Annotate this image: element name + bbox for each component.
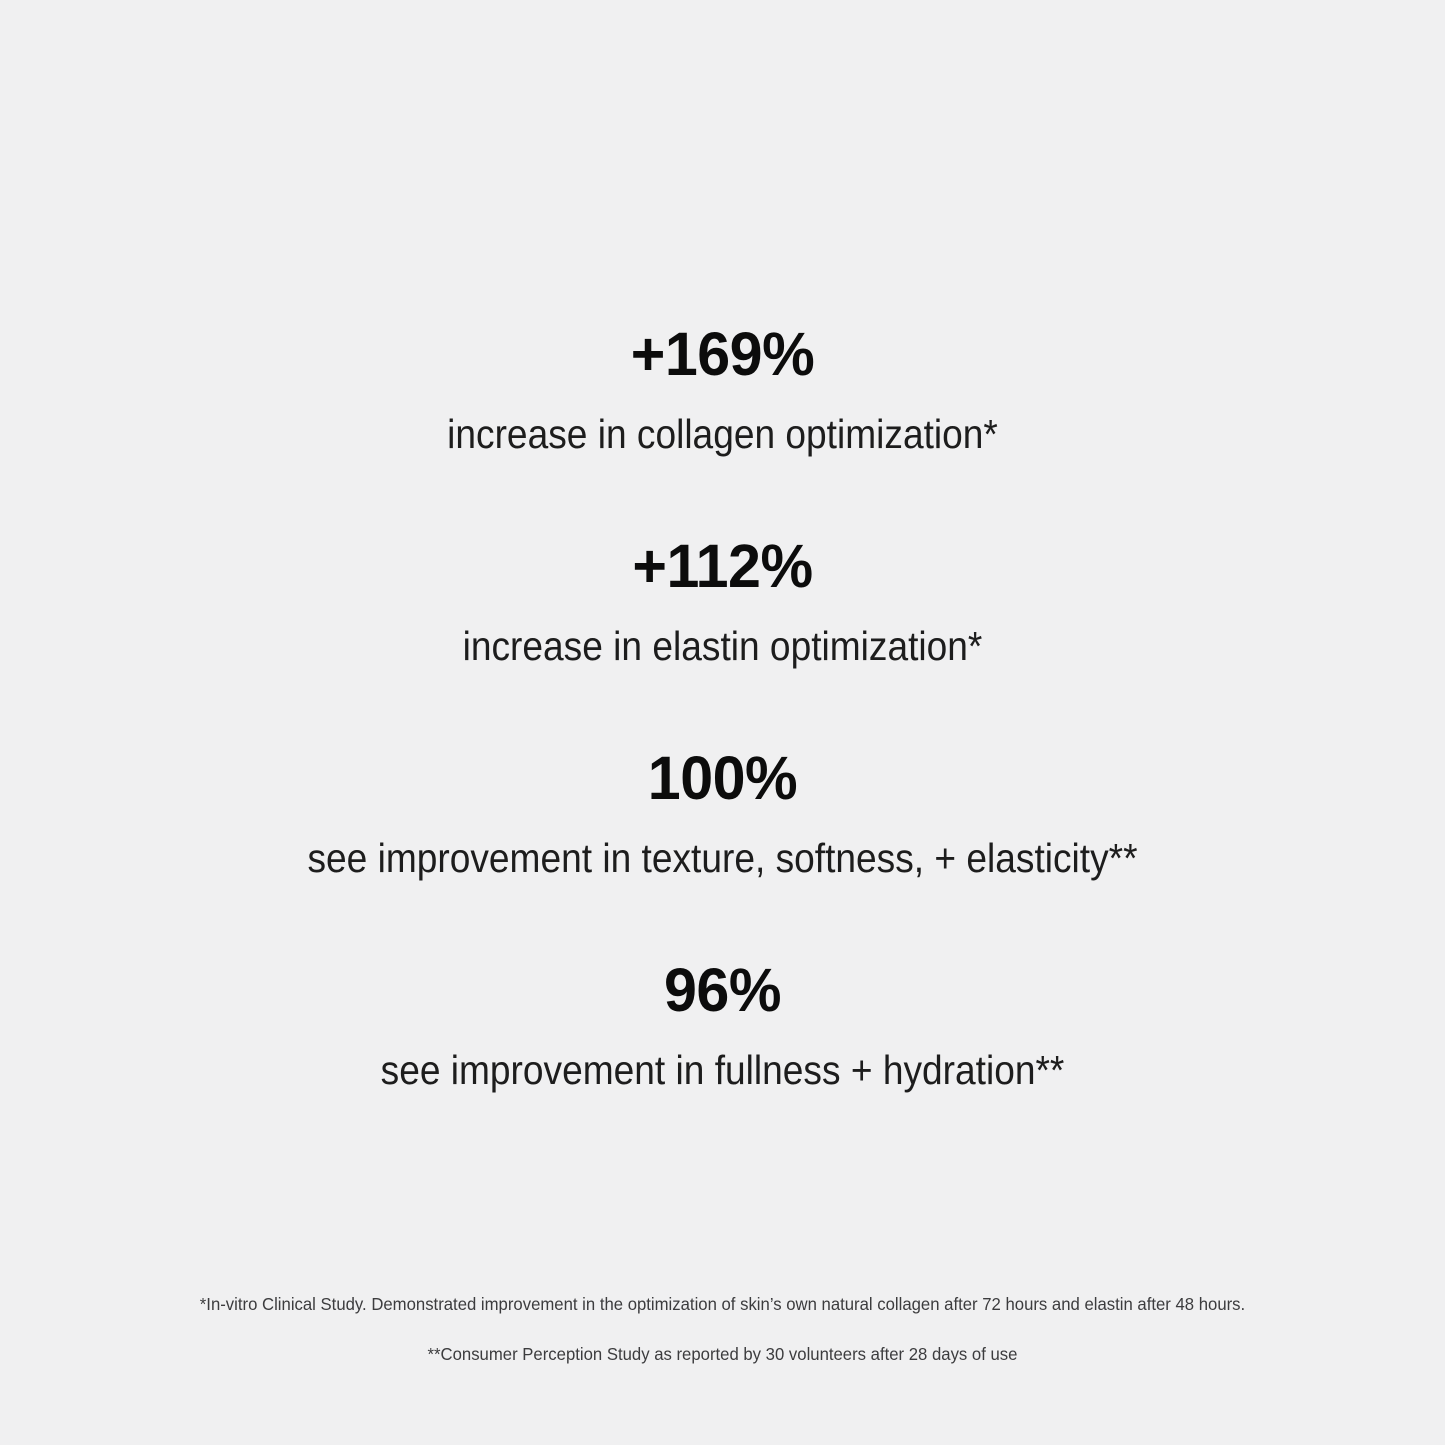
footnotes: *In-vitro Clinical Study. Demonstrated i… bbox=[0, 1292, 1445, 1366]
stat-block-fullness-hydration: 96% see improvement in fullness + hydrat… bbox=[0, 954, 1445, 1098]
footnote-consumer-perception-study: **Consumer Perception Study as reported … bbox=[427, 1344, 1018, 1364]
stat-label: see improvement in texture, softness, + … bbox=[307, 835, 1138, 881]
stat-block-elastin: +112% increase in elastin optimization* bbox=[0, 530, 1445, 674]
stat-label: increase in elastin optimization* bbox=[462, 623, 983, 669]
stat-label: see improvement in fullness + hydration*… bbox=[380, 1047, 1065, 1093]
stat-block-collagen: +169% increase in collagen optimization* bbox=[0, 318, 1445, 462]
stat-label: increase in collagen optimization* bbox=[447, 411, 998, 457]
stats-list: +169% increase in collagen optimization*… bbox=[0, 318, 1445, 1098]
footnote-in-vitro-study: *In-vitro Clinical Study. Demonstrated i… bbox=[199, 1294, 1246, 1314]
stat-value: +169% bbox=[630, 320, 815, 388]
stat-value: 96% bbox=[664, 956, 781, 1024]
stat-block-texture-softness-elasticity: 100% see improvement in texture, softnes… bbox=[0, 742, 1445, 886]
stat-value: 100% bbox=[647, 744, 798, 812]
stat-value: +112% bbox=[632, 532, 813, 600]
